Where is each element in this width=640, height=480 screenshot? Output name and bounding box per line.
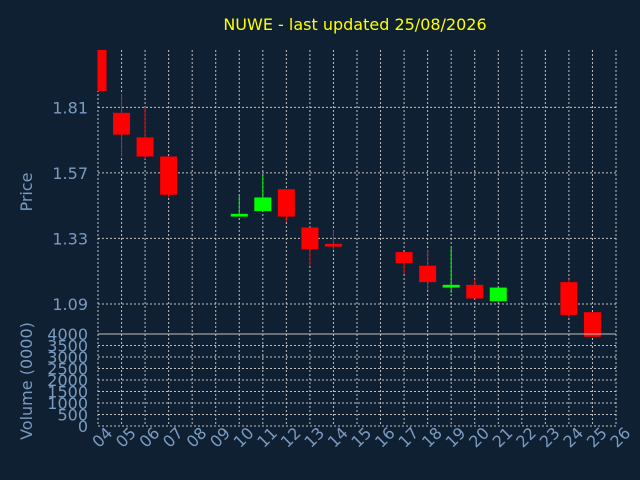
candle bbox=[324, 230, 342, 250]
volume-grid bbox=[97, 333, 617, 427]
candle bbox=[97, 50, 107, 91]
volume-tick-label: 3500 bbox=[47, 337, 88, 356]
candle-body bbox=[560, 282, 578, 315]
candle-body bbox=[442, 284, 460, 288]
candle-body bbox=[136, 137, 154, 157]
candle-body bbox=[489, 287, 507, 302]
candle bbox=[136, 107, 154, 160]
candle bbox=[254, 175, 272, 212]
chart-title: NUWE - last updated 25/08/2026 bbox=[223, 15, 486, 34]
price-tick-label: 1.33 bbox=[52, 229, 88, 248]
volume-axis-label: Volume (0000) bbox=[17, 322, 36, 440]
candle-body bbox=[98, 50, 107, 91]
volume-tick-label: 2500 bbox=[47, 360, 88, 379]
candle bbox=[230, 194, 248, 217]
x-tick-labels: 0405060708091011121314151617181920212223… bbox=[88, 423, 634, 451]
candle-body bbox=[254, 197, 272, 212]
candle bbox=[442, 246, 460, 294]
price-tick-labels: 1.09 1.33 1.57 1.81 bbox=[52, 98, 88, 314]
x-axis-label: Day bbox=[332, 458, 362, 476]
price-axis-label: Price bbox=[17, 172, 36, 211]
candle-body bbox=[113, 112, 131, 135]
volume-tick-label: 500 bbox=[57, 406, 88, 425]
candle-body bbox=[583, 312, 601, 337]
candle bbox=[301, 227, 319, 266]
volume-tick-label: 3000 bbox=[47, 348, 88, 367]
candle bbox=[419, 249, 437, 291]
volume-tick-label: 1500 bbox=[47, 383, 88, 402]
candle-body bbox=[301, 227, 319, 250]
candle-body bbox=[160, 156, 178, 195]
candles bbox=[97, 50, 601, 337]
volume-tick-label: 4000 bbox=[47, 325, 88, 344]
price-tick-label: 1.09 bbox=[52, 295, 88, 314]
candle bbox=[160, 156, 178, 198]
volume-tick-label: 1000 bbox=[47, 394, 88, 413]
candle-body bbox=[419, 265, 437, 283]
candle-body bbox=[230, 213, 248, 217]
candle bbox=[466, 279, 484, 299]
candle-body bbox=[277, 189, 295, 217]
price-tick-label: 1.57 bbox=[52, 164, 88, 183]
candle bbox=[113, 93, 131, 157]
candle bbox=[583, 312, 601, 337]
volume-tick-label: 0 bbox=[78, 417, 88, 436]
candle bbox=[395, 252, 413, 274]
candle-body bbox=[395, 252, 413, 263]
candle-body bbox=[466, 284, 484, 299]
candle bbox=[560, 279, 578, 318]
candle bbox=[277, 189, 295, 223]
candle-body bbox=[324, 243, 342, 247]
x-tick-label: 26 bbox=[606, 423, 634, 451]
candle bbox=[489, 287, 507, 302]
price-tick-label: 1.81 bbox=[52, 98, 88, 117]
volume-tick-label: 2000 bbox=[47, 371, 88, 390]
